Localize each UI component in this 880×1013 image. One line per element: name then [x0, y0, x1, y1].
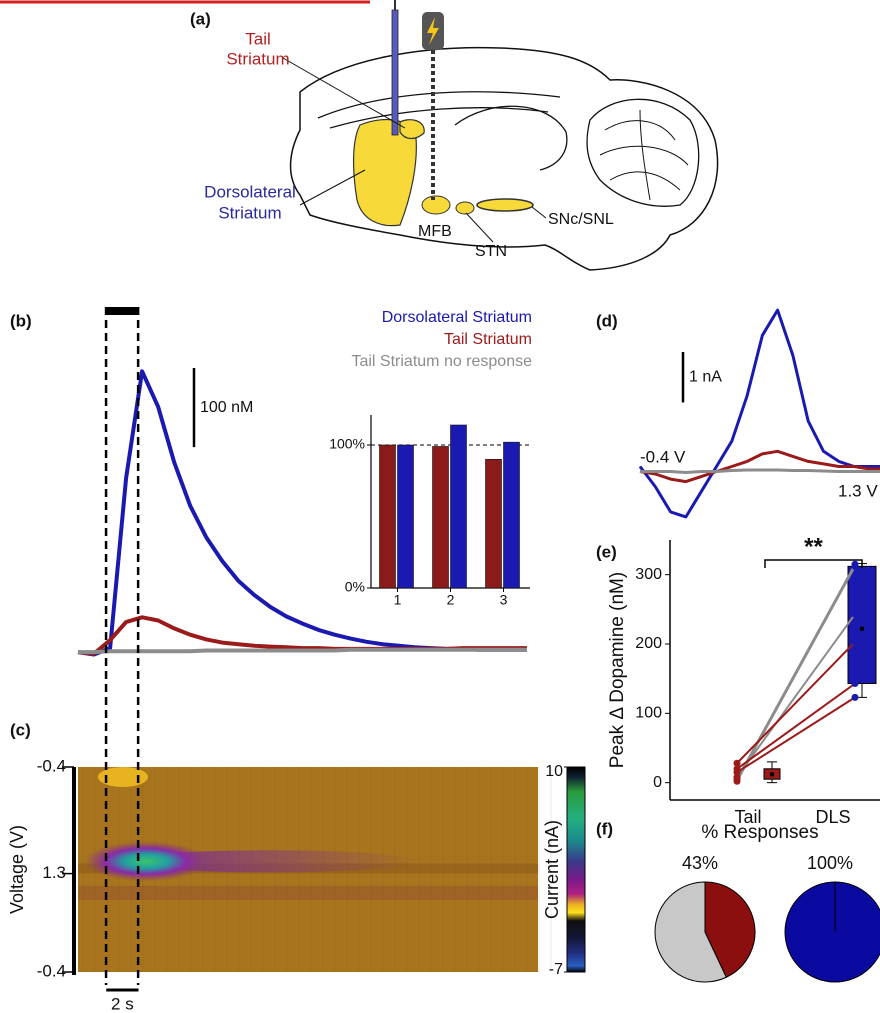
y-tick-label: 300 — [635, 566, 662, 583]
bar — [485, 459, 502, 589]
diagram-label: STN — [475, 243, 507, 260]
pair-point — [851, 638, 859, 646]
cerebellum-folds — [599, 109, 689, 201]
y-tick-label: 100 — [635, 705, 662, 722]
y-tick-label: 1.3 — [42, 863, 66, 882]
pair-line — [736, 682, 856, 770]
box-mean — [770, 772, 774, 777]
x-tick-label: 1 — [394, 592, 402, 608]
pair-point — [851, 562, 859, 570]
leader-line — [531, 206, 547, 219]
snc-region — [476, 198, 534, 212]
underlay — [78, 767, 552, 972]
pie-slice — [784, 881, 880, 983]
stimulus-bar — [106, 307, 139, 315]
pair-line — [736, 641, 856, 764]
leader-line — [465, 212, 494, 243]
x-tick-label: -0.4 V — [640, 447, 686, 466]
pie-slice — [654, 881, 727, 983]
pair-point — [733, 773, 741, 781]
recording-probe — [391, 9, 399, 136]
pair-point — [851, 610, 859, 618]
colorbar-tick-label: -7 — [549, 961, 563, 978]
legend-entry: Dorsolateral Striatum — [382, 309, 532, 326]
x-tick-label: Tail — [734, 807, 761, 827]
trace — [78, 647, 527, 655]
panel-label: (f) — [596, 819, 613, 838]
heatmap-blob — [84, 841, 208, 882]
panel-label: (d) — [596, 311, 618, 330]
leader-line — [282, 57, 406, 129]
y-tick-label: 100% — [329, 436, 365, 452]
trace — [639, 449, 880, 484]
stn-region — [455, 201, 475, 215]
y-axis-label: Voltage (V) — [7, 825, 27, 914]
x-tick-label: 1.3 V — [838, 481, 878, 500]
legend-entry: Tail Striatum no response — [351, 353, 532, 370]
diagram-label: SNc/SNL — [548, 211, 614, 228]
colorbar-label: Current (nA) — [542, 820, 562, 919]
tail-striatum-region — [399, 119, 425, 140]
y-tick-label: 0 — [653, 774, 662, 791]
x-tick-label: 3 — [500, 592, 508, 608]
y-axis-label: Peak Δ Dopamine (nM) — [607, 572, 628, 768]
y-tick-label: 0% — [345, 579, 365, 595]
panel-label: (b) — [10, 311, 32, 330]
x-tick-label: 2 — [447, 592, 455, 608]
box — [847, 565, 877, 685]
bar — [397, 444, 414, 589]
axis — [72, 767, 76, 975]
brain-contour — [317, 91, 561, 119]
trace — [640, 468, 880, 474]
y-tick-label: -0.4 — [37, 756, 66, 775]
pair-point — [851, 693, 859, 701]
pie-slice — [704, 881, 756, 978]
bar — [503, 441, 520, 589]
legend-entry: Tail Striatum — [444, 331, 532, 348]
heatmap-spot — [98, 767, 148, 787]
bar — [379, 444, 396, 589]
pair-line — [736, 565, 856, 782]
panel-label: (a) — [190, 9, 211, 28]
pie-title: % Responses — [701, 822, 818, 843]
lightning-icon — [427, 17, 439, 45]
pair-line — [736, 613, 856, 778]
diagram-label: Striatum — [226, 49, 289, 68]
diagram-label: Tail — [245, 29, 271, 48]
diagram-label: MFB — [418, 223, 452, 240]
pair-point — [733, 768, 741, 776]
brain-diagram: (a) Tail Striatum Dorsolateral Striatum … — [190, 0, 719, 271]
x-tick-label: DLS — [815, 807, 850, 827]
diagram-label: Dorsolateral — [204, 182, 296, 201]
scale-bar-label: 100 nM — [200, 399, 253, 416]
diagram-label: Striatum — [218, 203, 281, 222]
pie-label: 43% — [682, 853, 718, 873]
box-mean — [860, 626, 864, 631]
pie-label: 100% — [807, 853, 853, 873]
heatmap-band — [78, 885, 538, 900]
brain-contour — [329, 107, 549, 129]
bar — [432, 446, 449, 589]
pair-point — [851, 680, 859, 688]
colorbar-tick-label: 10 — [545, 763, 563, 780]
mfb-region — [421, 195, 451, 215]
pair-point — [733, 759, 741, 767]
colorbar — [566, 766, 586, 973]
scale-bar-label: 2 s — [111, 994, 134, 1013]
scale-bar-label: 1 nA — [689, 368, 722, 385]
pair-line — [736, 563, 856, 780]
significance-bracket — [764, 559, 863, 568]
pair-line — [736, 696, 856, 774]
leader-line — [299, 169, 366, 206]
panel-label: (e) — [596, 542, 617, 561]
y-tick-label: -0.4 — [37, 961, 66, 980]
panel-label: (c) — [10, 720, 31, 739]
y-tick-label: 200 — [635, 635, 662, 652]
bar — [450, 424, 467, 589]
brain-contour — [454, 105, 568, 171]
significance-label: ** — [804, 533, 823, 560]
